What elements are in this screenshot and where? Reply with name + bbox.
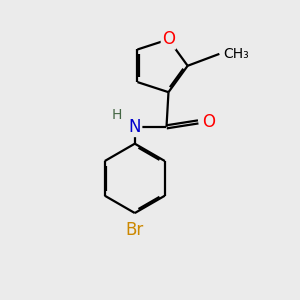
Text: H: H xyxy=(112,108,122,122)
Text: O: O xyxy=(202,113,215,131)
Text: N: N xyxy=(128,118,141,136)
Text: Br: Br xyxy=(126,221,144,239)
Text: CH₃: CH₃ xyxy=(223,47,249,61)
Text: O: O xyxy=(162,30,175,48)
